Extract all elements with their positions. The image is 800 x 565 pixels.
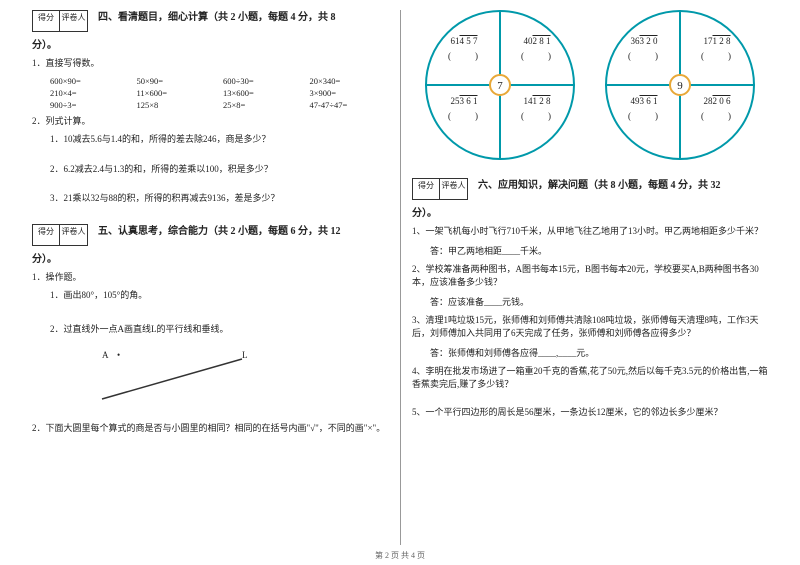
q4-1: 1．直接写得数。 (32, 57, 388, 71)
divisor: 49 (631, 96, 640, 106)
dividend: 3 6 1 (640, 96, 658, 106)
dividend: 1 2 8 (713, 36, 731, 46)
dividend: 1 2 8 (533, 96, 551, 106)
calc-cell: 600×90= (50, 76, 129, 86)
dividend: 4 5 7 (460, 36, 478, 46)
section-5-cont: 分）。 (32, 250, 388, 265)
score-box: 得分 评卷人 (32, 224, 88, 246)
grader-label: 评卷人 (60, 10, 88, 32)
quad-bl: 493 6 1 ( ) (609, 96, 679, 122)
ans6-3: 答：张师傅和刘师傅各应得____,____元。 (430, 346, 768, 359)
calc-cell: 210×4= (50, 88, 129, 98)
score-label: 得分 (412, 178, 440, 200)
section-4-title: 四、看清题目，细心计算（共 2 小题，每题 4 分，共 8 (98, 10, 388, 26)
grader-label: 评卷人 (440, 178, 468, 200)
circle-7: 7 614 5 7 ( ) 402 8 1 ( ) 253 6 1 ( ) 14… (425, 10, 575, 160)
q5-2: 2．下面大圆里每个算式的商是否与小圆里的相同？相同的在括号内画"√"，不同的画"… (32, 422, 388, 436)
quad-tr: 171 2 8 ( ) (682, 36, 752, 62)
quad-tr: 402 8 1 ( ) (502, 36, 572, 62)
dividend: 2 8 1 (533, 36, 551, 46)
paren: ( ) (502, 51, 572, 63)
q5-1: 1．操作题。 (32, 271, 388, 285)
paren: ( ) (429, 51, 499, 63)
paren: ( ) (429, 111, 499, 123)
line-diagram: A • L (62, 344, 388, 404)
divisor: 40 (524, 36, 533, 46)
paren: ( ) (502, 111, 572, 123)
calc-cell: 50×90= (137, 76, 216, 86)
grader-label: 评卷人 (60, 224, 88, 246)
q5-1-2: 2．过直线外一点A画直线L的平行线和垂线。 (50, 323, 388, 337)
calc-cell: 11×600= (137, 88, 216, 98)
calc-cell: 13×600= (223, 88, 302, 98)
q6-4: 4、李明在批发市场进了一箱重20千克的香蕉,花了50元,然后以每千克3.5元的价… (412, 365, 768, 392)
q4-2-1: 1．10减去5.6与1.4的和，所得的差去除246，商是多少？ (50, 133, 388, 147)
ans6-2: 答：应该准备____元钱。 (430, 295, 768, 308)
calc-cell: 25×8= (223, 100, 302, 110)
line-svg (62, 344, 282, 404)
quad-tl: 614 5 7 ( ) (429, 36, 499, 62)
divisor: 36 (631, 36, 640, 46)
section-4-header: 得分 评卷人 四、看清题目，细心计算（共 2 小题，每题 4 分，共 8 (32, 10, 388, 36)
section-6-title: 六、应用知识，解决问题（共 8 小题，每题 4 分，共 32 (478, 178, 768, 194)
center-num-9: 9 (669, 74, 691, 96)
section-4-cont: 分）。 (32, 36, 388, 51)
section-6-header: 得分 评卷人 六、应用知识，解决问题（共 8 小题，每题 4 分，共 32 (412, 178, 768, 204)
ans6-1: 答：甲乙两地相距____千米。 (430, 244, 768, 257)
q5-1-1: 1．画出80°，105°的角。 (50, 289, 388, 303)
section-6-cont: 分）。 (412, 204, 768, 219)
score-label: 得分 (32, 10, 60, 32)
q6-5: 5、一个平行四边形的周长是56厘米，一条边长12厘米，它的邻边长多少厘米？ (412, 406, 768, 420)
left-column: 得分 评卷人 四、看清题目，细心计算（共 2 小题，每题 4 分，共 8 分）。… (20, 10, 400, 555)
calc-grid: 600×90= 50×90= 600÷30= 20×340= 210×4= 11… (50, 76, 388, 110)
circle-9: 9 363 2 0 ( ) 171 2 8 ( ) 493 6 1 ( ) 28… (605, 10, 755, 160)
divisor: 61 (451, 36, 460, 46)
score-box: 得分 评卷人 (32, 10, 88, 32)
divisor: 14 (524, 96, 533, 106)
calc-cell: 3×900= (310, 88, 389, 98)
paren: ( ) (682, 51, 752, 63)
divisor: 17 (704, 36, 713, 46)
quad-tl: 363 2 0 ( ) (609, 36, 679, 62)
section-5-title: 五、认真思考，综合能力（共 2 小题，每题 6 分，共 12 (98, 224, 388, 240)
q6-1: 1、一架飞机每小时飞行710千米，从甲地飞往乙地用了13小时。甲乙两地相距多少千… (412, 225, 768, 239)
center-num-7: 7 (489, 74, 511, 96)
calc-cell: 900÷3= (50, 100, 129, 110)
section-5-header: 得分 评卷人 五、认真思考，综合能力（共 2 小题，每题 6 分，共 12 (32, 224, 388, 250)
calc-cell: 125×8 (137, 100, 216, 110)
q4-2: 2．列式计算。 (32, 115, 388, 129)
dividend: 3 2 0 (640, 36, 658, 46)
quad-br: 282 0 6 ( ) (682, 96, 752, 122)
q4-2-3: 3．21乘以32与88的积，所得的积再减去9136，差是多少？ (50, 192, 388, 206)
score-box: 得分 评卷人 (412, 178, 468, 200)
quad-bl: 253 6 1 ( ) (429, 96, 499, 122)
quad-br: 141 2 8 ( ) (502, 96, 572, 122)
q6-2: 2、学校筹准备两种图书，A图书每本15元，B图书每本20元，学校要买A,B两种图… (412, 263, 768, 290)
calc-cell: 47-47÷47= (310, 100, 389, 110)
score-label: 得分 (32, 224, 60, 246)
q6-3: 3、清理1吨垃圾15元，张师傅和刘师傅共清除108吨垃圾，张师傅每天清理8吨，工… (412, 314, 768, 341)
paren: ( ) (682, 111, 752, 123)
right-column: 7 614 5 7 ( ) 402 8 1 ( ) 253 6 1 ( ) 14… (400, 10, 780, 555)
divisor: 28 (704, 96, 713, 106)
q4-2-2: 2．6.2减去2.4与1.3的和，所得的差乘以100，积是多少？ (50, 163, 388, 177)
circles-wrap: 7 614 5 7 ( ) 402 8 1 ( ) 253 6 1 ( ) 14… (412, 10, 768, 160)
dividend: 3 6 1 (460, 96, 478, 106)
paren: ( ) (609, 51, 679, 63)
calc-cell: 600÷30= (223, 76, 302, 86)
paren: ( ) (609, 111, 679, 123)
page-footer: 第 2 页 共 4 页 (0, 550, 800, 561)
divisor: 25 (451, 96, 460, 106)
dividend: 2 0 6 (713, 96, 731, 106)
calc-cell: 20×340= (310, 76, 389, 86)
